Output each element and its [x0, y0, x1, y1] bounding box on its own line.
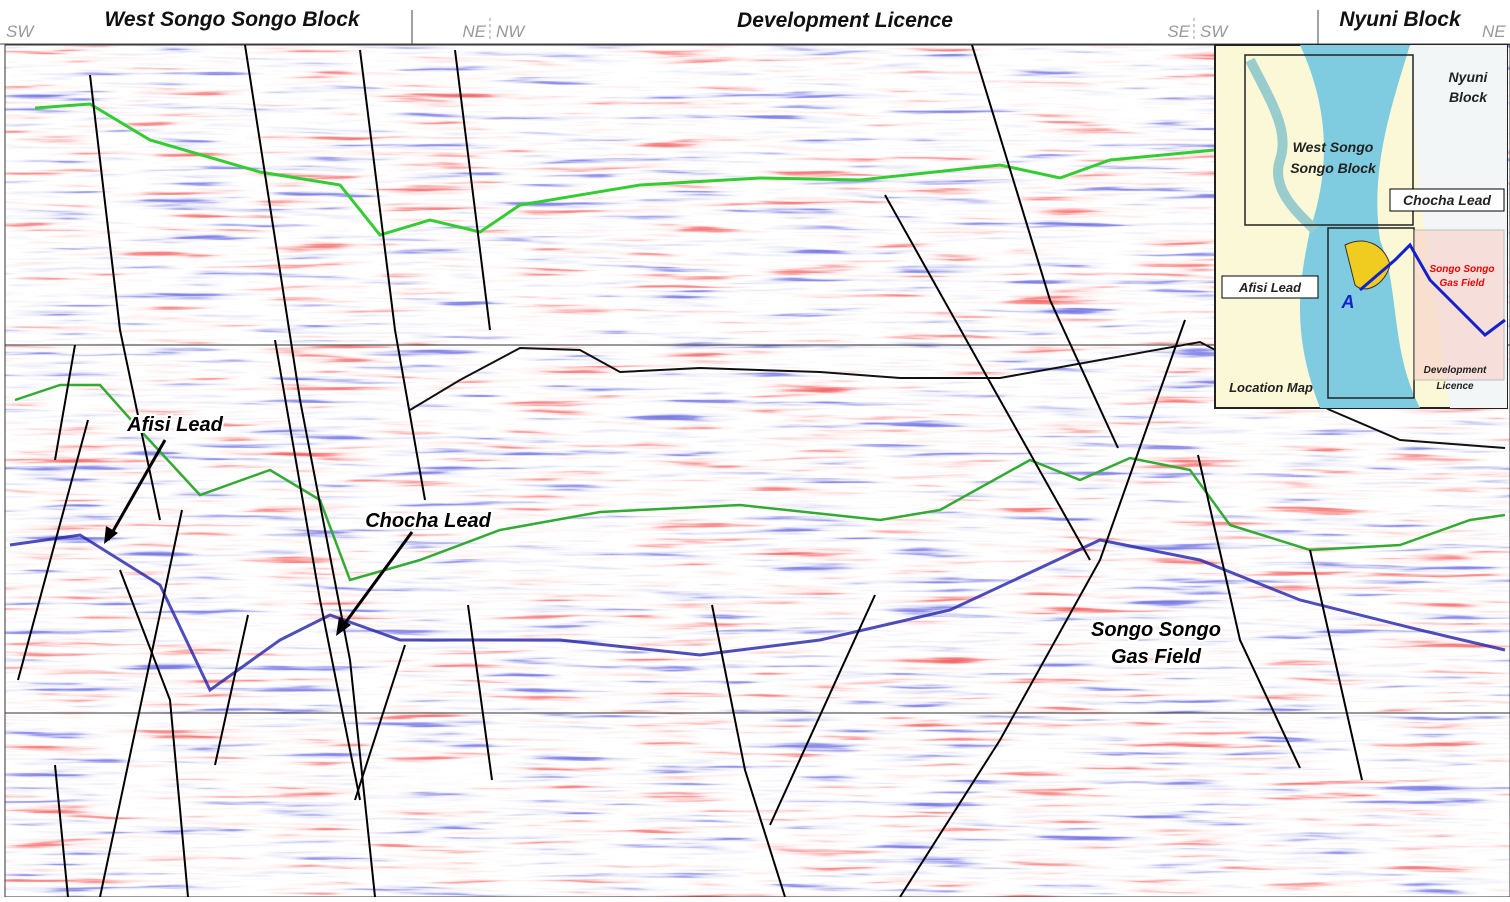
- fault: [899, 319, 1186, 898]
- fault: [54, 764, 69, 898]
- block-label: Development Licence: [737, 9, 953, 32]
- map-label: Afisi Lead: [1238, 280, 1302, 295]
- fault: [354, 644, 406, 801]
- fault: [359, 49, 426, 501]
- direction-label: NE: [1482, 22, 1506, 41]
- fault: [1309, 549, 1363, 781]
- fault: [711, 604, 786, 898]
- fault: [884, 194, 1091, 561]
- block-label: Nyuni Block: [1339, 8, 1462, 31]
- direction-label: SW: [1200, 22, 1229, 41]
- section-line: [1359, 242, 1506, 337]
- licence-area: [1413, 229, 1505, 381]
- fault: [54, 344, 76, 461]
- header: SW West Songo Songo Block Development Li…: [0, 8, 1510, 45]
- map-label: Nyuni: [1449, 69, 1489, 85]
- arrow: [106, 439, 167, 541]
- fault: [1197, 454, 1301, 769]
- annotation: Gas Field: [1111, 646, 1202, 668]
- fault: [89, 74, 161, 521]
- channel: [1245, 57, 1319, 234]
- fault: [454, 49, 491, 331]
- map-label: Chocha Lead: [1403, 192, 1491, 208]
- map-label: Location Map: [1229, 380, 1313, 395]
- direction-label: SW: [6, 22, 35, 41]
- map-label: Licence: [1436, 381, 1474, 392]
- fault: [119, 569, 189, 898]
- horizon: [34, 102, 1216, 237]
- fault: [99, 509, 183, 898]
- fault: [971, 44, 1119, 449]
- water: [1300, 45, 1420, 408]
- label-box: [1221, 275, 1319, 299]
- direction-label: NE: [462, 22, 486, 41]
- annotation: Afisi Lead: [126, 414, 223, 436]
- reflector: [9, 533, 1506, 693]
- arrow: [338, 531, 414, 631]
- direction-label: NW: [496, 22, 526, 41]
- map-label: Songo Songo: [1430, 264, 1495, 275]
- horizon: [14, 383, 1506, 582]
- faults: [17, 44, 1363, 898]
- map-label: A: [1341, 292, 1355, 312]
- fault: [467, 604, 493, 781]
- map-label: Gas Field: [1439, 278, 1485, 289]
- fault: [769, 594, 876, 826]
- arrow-head: [336, 617, 351, 636]
- arrow-head: [104, 526, 118, 544]
- direction-label: SE: [1167, 22, 1190, 41]
- map-label: West Songo: [1293, 139, 1374, 155]
- fault: [274, 339, 361, 801]
- block-outline: [1244, 54, 1414, 226]
- annotation: Songo Songo: [1091, 619, 1221, 641]
- map-label: Block: [1449, 89, 1488, 105]
- fault: [17, 419, 89, 681]
- annotation: Chocha Lead: [365, 510, 491, 532]
- block-label: West Songo Songo Block: [104, 8, 360, 31]
- label-box: [1389, 188, 1505, 212]
- map-label: Development: [1424, 365, 1487, 376]
- map-label: Songo Block: [1290, 160, 1377, 176]
- inset-map: Nyuni Block West Songo Songo Block Choch…: [1214, 44, 1508, 409]
- fault: [214, 614, 249, 766]
